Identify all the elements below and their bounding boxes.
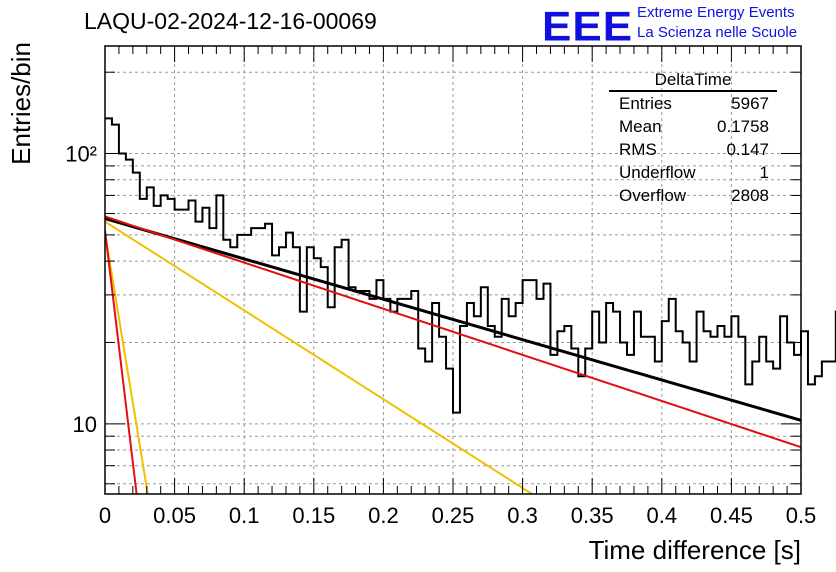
fit-line-3 — [105, 232, 149, 494]
x-tick-label: 0.3 — [507, 503, 538, 528]
stats-label: RMS — [619, 140, 657, 159]
x-tick-label: 0.15 — [292, 503, 335, 528]
eee-logo: EEE — [542, 3, 634, 50]
stats-row-mean: Mean 0.1758 — [609, 115, 777, 138]
stats-value: 2808 — [731, 186, 769, 205]
stats-row-entries: Entries 5967 — [609, 92, 777, 115]
fit-line-4 — [105, 230, 138, 494]
histogram-line — [105, 117, 836, 414]
stats-label: Underflow — [619, 163, 696, 182]
fit-lines — [105, 215, 801, 494]
x-tick-label: 0.1 — [229, 503, 260, 528]
x-tick-label: 0.05 — [153, 503, 196, 528]
stats-row-rms: RMS 0.147 — [609, 138, 777, 161]
stats-value: 0.147 — [726, 140, 769, 159]
y-tick-label: 10² — [65, 142, 97, 167]
logo-caption-line2: La Scienza nelle Scuole — [637, 24, 798, 41]
stats-row-underflow: Underflow 1 — [609, 161, 777, 184]
stats-row-overflow: Overflow 2808 — [609, 184, 777, 207]
stats-label: Entries — [619, 94, 672, 113]
x-tick-label: 0.35 — [571, 503, 614, 528]
stats-label: Overflow — [619, 186, 687, 205]
y-axis-title: Entries/bin — [6, 42, 36, 165]
stats-title: DeltaTime — [609, 70, 777, 92]
logo-caption-line1: Extreme Energy Events — [637, 4, 795, 21]
axis-ticks: 0 0.05 0.1 0.15 0.2 0.25 0.3 0.35 0.4 0.45 0.51010… — [65, 46, 816, 528]
axis-labels: Time difference [s] Entries/bin — [6, 42, 801, 565]
stats-label: Mean — [619, 117, 662, 136]
histogram-series — [105, 117, 836, 414]
stats-value: 0.1758 — [717, 117, 769, 136]
stats-box: DeltaTime Entries 5967 Mean 0.1758 RMS 0… — [609, 70, 777, 207]
fit-line-0 — [105, 217, 801, 422]
x-axis-title: Time difference [s] — [589, 535, 801, 565]
x-tick-label: 0.5 — [786, 503, 817, 528]
stats-value: 5967 — [731, 94, 769, 113]
fit-line-1 — [105, 215, 801, 449]
run-title: LAQU-02-2024-12-16-00069 — [84, 8, 377, 34]
y-tick-label: 10 — [73, 412, 97, 437]
x-tick-label: 0 — [99, 503, 111, 528]
x-tick-label: 0.4 — [647, 503, 678, 528]
fit-line-2 — [105, 220, 533, 494]
stats-value: 1 — [759, 163, 769, 182]
x-tick-label: 0.2 — [368, 503, 399, 528]
grid-lines — [105, 46, 801, 494]
x-tick-label: 0.45 — [710, 503, 753, 528]
x-tick-label: 0.25 — [432, 503, 475, 528]
